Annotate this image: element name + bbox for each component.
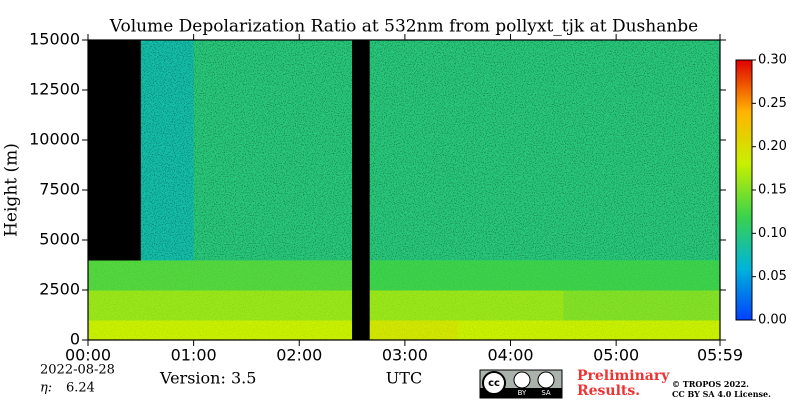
- y-axis-label: Height (m): [2, 143, 22, 237]
- svg-text:cc: cc: [488, 378, 500, 389]
- colorbar-tick-label: 0.30: [758, 53, 787, 68]
- x-tick-label: 05:00: [593, 346, 639, 365]
- colorbar-tick-label: 0.15: [758, 183, 787, 198]
- x-tick-label: 01:00: [171, 346, 217, 365]
- x-axis-label: UTC: [386, 369, 422, 388]
- preliminary-line-2: Results.: [577, 383, 640, 399]
- x-tick-label: 02:00: [276, 346, 322, 365]
- colorbar-tick-label: 0.20: [758, 139, 787, 154]
- cc-sa: SA: [541, 389, 551, 397]
- x-tick-label: 00:00: [65, 346, 111, 365]
- y-tick-label: 12500: [29, 80, 80, 99]
- y-tick-label: 10000: [29, 130, 80, 149]
- colorbar-tick-label: 0.10: [758, 226, 787, 241]
- eta-value: 6.24: [66, 381, 95, 396]
- y-tick-label: 7500: [39, 180, 80, 199]
- colorbar-tick-label: 0.05: [758, 269, 787, 284]
- y-tick-label: 5000: [39, 230, 80, 249]
- version: Version: 3.5: [159, 369, 256, 388]
- cc-by: BY: [518, 389, 527, 397]
- copyright: © TROPOS 2022.: [672, 379, 749, 389]
- colorbar-tick-label: 0.00: [758, 313, 787, 328]
- x-tick-label: 04:00: [487, 346, 533, 365]
- y-tick-label: 15000: [29, 30, 80, 49]
- chart-title: Volume Depolarization Ratio at 532nm fro…: [109, 17, 698, 37]
- noise-texture: [88, 40, 720, 340]
- preliminary-line-1: Preliminary: [577, 368, 670, 384]
- y-tick-label: 2500: [39, 280, 80, 299]
- license: CC BY SA 4.0 License.: [672, 389, 771, 399]
- y-tick-label: 0: [70, 330, 80, 349]
- date: 2022-08-28: [40, 363, 115, 378]
- colorbar: [735, 59, 753, 321]
- x-tick-label: 05:59: [697, 346, 743, 365]
- colorbar-tick-label: 0.25: [758, 96, 787, 111]
- x-tick-label: 03:00: [382, 346, 428, 365]
- cc-logo: cc BY SA: [479, 369, 563, 399]
- eta-label: η:: [40, 381, 52, 396]
